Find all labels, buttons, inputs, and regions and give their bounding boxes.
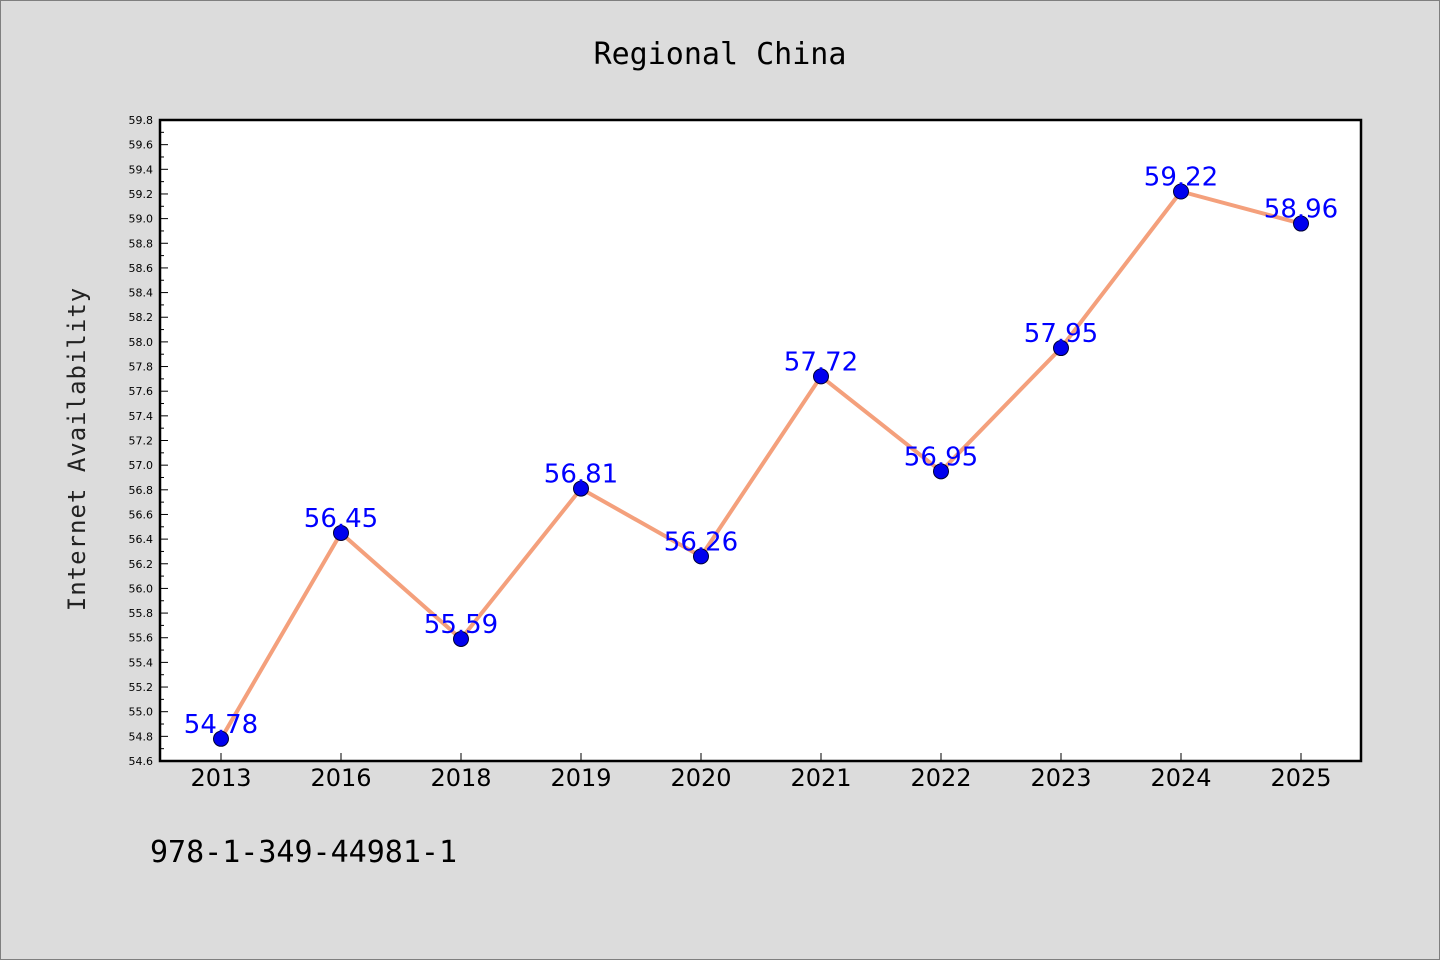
y-axis-ticks: 54.6 54.8 55.0 55.2 55.4 55.6 55.8 56.0 56.2 56.4… xyxy=(129,114,168,768)
data-label: 57.72 xyxy=(784,347,858,377)
data-label: 56.95 xyxy=(904,442,978,472)
x-tick-label: 2018 xyxy=(430,764,491,792)
data-label: 56.45 xyxy=(304,504,378,534)
plot-area xyxy=(158,118,1363,763)
y-tick-label: 57.0 xyxy=(129,459,154,472)
isbn-text: 978-1-349-44981-1 xyxy=(150,835,458,870)
data-point xyxy=(1293,215,1309,232)
y-tick-label: 56.4 xyxy=(129,533,154,546)
data-point xyxy=(333,524,349,541)
y-tick-label: 54.8 xyxy=(129,730,154,743)
data-point xyxy=(453,630,469,647)
y-tick-label: 55.0 xyxy=(129,706,154,719)
y-tick-label: 58.4 xyxy=(129,287,154,300)
data-label: 55.59 xyxy=(424,610,498,640)
y-axis-label: Internet Availability xyxy=(63,287,91,611)
x-tick-label: 2021 xyxy=(790,764,851,792)
data-label: 58.96 xyxy=(1264,195,1338,225)
data-label: 54.78 xyxy=(184,710,258,740)
y-tick-label: 56.0 xyxy=(129,582,154,595)
y-tick-label: 56.6 xyxy=(129,508,154,521)
chart-title: Regional China xyxy=(594,37,847,72)
x-tick-label: 2023 xyxy=(1030,764,1091,792)
y-tick-label: 59.8 xyxy=(129,114,154,127)
y-tick-label: 58.2 xyxy=(129,311,154,324)
y-tick-label: 55.6 xyxy=(129,632,154,645)
data-point xyxy=(1053,340,1069,357)
data-label: 57.95 xyxy=(1024,319,1098,349)
x-tick-label: 2024 xyxy=(1150,764,1211,792)
data-label: 59.22 xyxy=(1144,162,1218,192)
y-tick-label: 57.2 xyxy=(129,435,154,448)
x-tick-label: 2025 xyxy=(1270,764,1331,792)
y-tick-label: 58.6 xyxy=(129,262,154,275)
x-tick-label: 2013 xyxy=(190,764,251,792)
y-tick-label: 56.8 xyxy=(129,484,154,497)
data-point xyxy=(693,548,709,565)
y-tick-label: 59.0 xyxy=(129,213,154,226)
y-tick-label: 54.6 xyxy=(129,755,154,768)
y-tick-label: 58.0 xyxy=(129,336,154,349)
y-tick-label: 55.2 xyxy=(129,681,154,694)
series-line xyxy=(219,189,1302,740)
data-label: 56.81 xyxy=(544,460,618,490)
data-point xyxy=(573,480,589,497)
y-tick-label: 57.8 xyxy=(129,361,154,374)
data-markers xyxy=(213,183,1309,747)
data-labels: 54.78 56.45 55.59 56.81 56.26 57.72 56.95 57.95… xyxy=(184,162,1338,739)
x-tick-label: 2019 xyxy=(550,764,611,792)
y-tick-label: 55.4 xyxy=(129,656,154,669)
x-tick-label: 2016 xyxy=(310,764,371,792)
y-tick-label: 59.2 xyxy=(129,188,154,201)
y-tick-label: 55.8 xyxy=(129,607,154,620)
y-tick-label: 56.2 xyxy=(129,558,154,571)
y-tick-label: 59.4 xyxy=(129,163,154,176)
data-point xyxy=(933,463,949,480)
y-tick-label: 59.6 xyxy=(129,139,154,152)
data-label: 56.26 xyxy=(664,527,738,557)
x-tick-label: 2022 xyxy=(910,764,971,792)
y-tick-label: 58.8 xyxy=(129,237,154,250)
data-point xyxy=(1173,183,1189,200)
y-tick-label: 57.6 xyxy=(129,385,154,398)
y-tick-label: 57.4 xyxy=(129,410,154,423)
data-point xyxy=(813,368,829,385)
data-point xyxy=(213,730,229,747)
x-tick-label: 2020 xyxy=(670,764,731,792)
x-axis-ticks: 2013 2016 2018 2019 2020 2021 2022 2023 2024 2025 xyxy=(190,753,1332,792)
